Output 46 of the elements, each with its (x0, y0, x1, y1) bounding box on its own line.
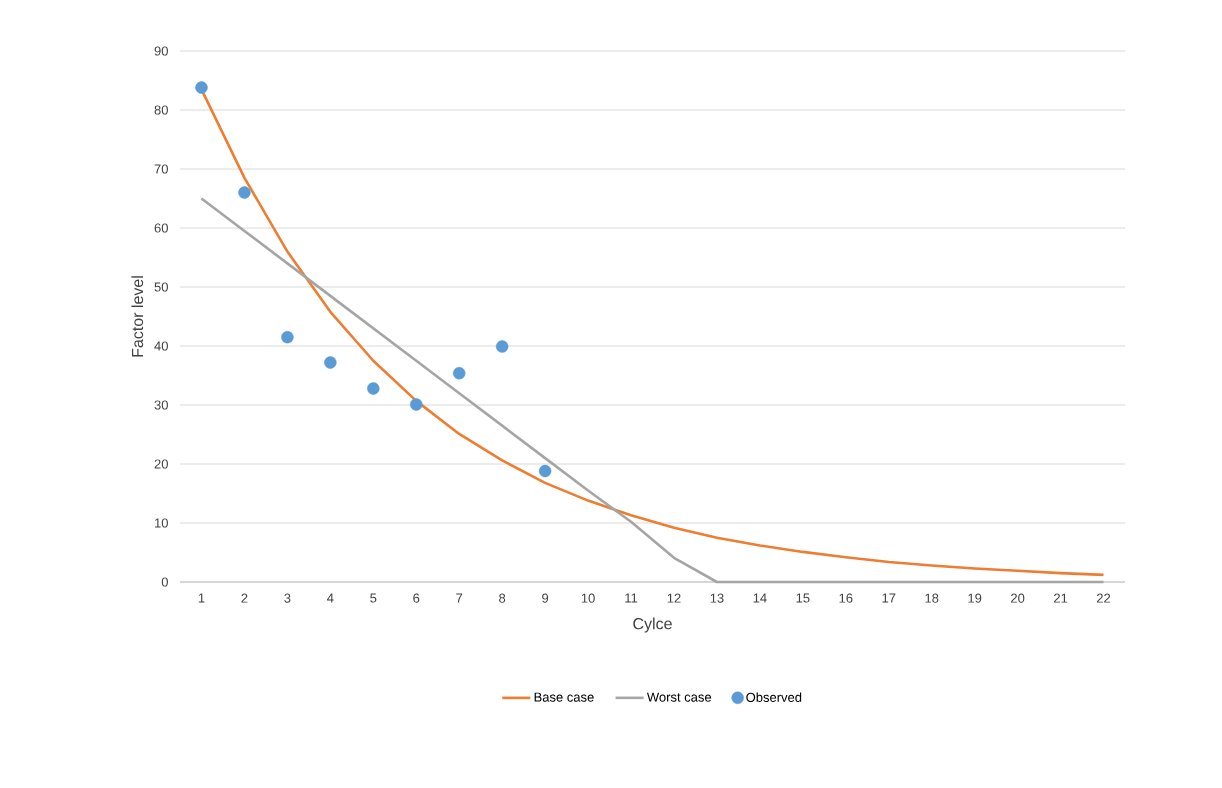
y-tick-label: 60 (154, 223, 168, 233)
x-tick-label: 16 (839, 593, 853, 603)
point (410, 398, 423, 411)
x-tick-label: 15 (796, 593, 810, 603)
x-tick-label: 21 (1054, 593, 1068, 603)
x-tick-label: 12 (667, 593, 681, 603)
y-axis-title: Factor level (131, 276, 144, 357)
x-tick-label: 5 (370, 593, 377, 603)
legend-label: Worst case (646, 692, 712, 702)
x-tick-label: 3 (284, 593, 291, 603)
point (195, 81, 208, 94)
legend-label: Base case (534, 692, 594, 702)
x-axis-title: Cylce (633, 617, 672, 633)
point (281, 330, 294, 344)
y-tick-label: 90 (154, 46, 168, 56)
y-tick-label: 80 (154, 105, 168, 115)
point (367, 382, 380, 395)
point (324, 356, 337, 369)
x-tick-label: 9 (542, 593, 549, 603)
x-tick-label: 2 (241, 593, 248, 603)
x-tick-label: 20 (1011, 593, 1025, 603)
x-tick-label: 18 (925, 593, 939, 603)
x-tick-label: 8 (499, 593, 506, 603)
y-tick-label: 40 (154, 341, 168, 351)
y-tick-label: 20 (154, 459, 168, 469)
x-tick-label: 13 (710, 593, 724, 603)
x-tick-label: 4 (327, 593, 334, 603)
point (495, 340, 509, 353)
y-tick-label: 50 (154, 282, 168, 292)
y-tick-label: 30 (154, 400, 168, 410)
x-tick-label: 7 (456, 593, 463, 603)
point (238, 186, 251, 199)
y-tick-label: 70 (154, 164, 168, 174)
point (453, 366, 466, 380)
legend-label: Observed (746, 692, 802, 702)
point (538, 464, 552, 478)
x-tick-label: 14 (753, 593, 767, 603)
x-tick-label: 1 (198, 593, 205, 603)
x-tick-label: 11 (625, 593, 638, 603)
y-tick-label: 10 (155, 518, 168, 528)
x-tick-label: 19 (968, 593, 982, 603)
y-tick-label: 0 (161, 577, 168, 587)
x-tick-label: 6 (413, 593, 420, 603)
x-tick-label: 22 (1096, 593, 1111, 603)
x-tick-label: 17 (882, 593, 896, 603)
x-tick-label: 10 (581, 593, 595, 603)
